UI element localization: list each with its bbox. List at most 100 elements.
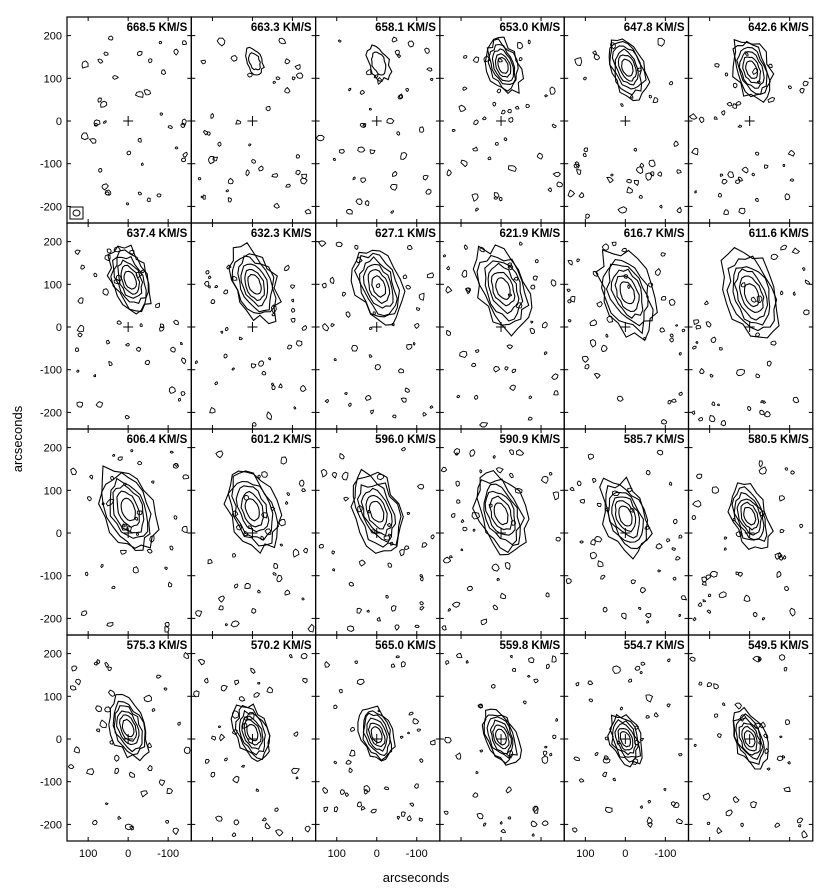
channel-panel: 554.7 KM/S xyxy=(563,634,690,842)
channel-velocity-label: 642.6 KM/S xyxy=(748,22,809,34)
y-tick-label: 200 xyxy=(44,443,62,455)
contour-layer xyxy=(74,244,187,420)
center-cross-icon xyxy=(371,322,382,332)
channel-panel: 647.8 KM/S xyxy=(563,16,690,224)
channel-panel: 570.2 KM/S xyxy=(190,634,317,842)
channel-velocity-label: 559.8 KM/S xyxy=(499,640,560,652)
beam-ellipse xyxy=(72,209,81,217)
panel-frame xyxy=(190,634,317,842)
center-cross-icon xyxy=(744,734,755,744)
y-tick-label: 200 xyxy=(44,31,62,43)
panel-frame xyxy=(66,428,192,636)
center-cross-icon xyxy=(371,116,382,126)
channel-velocity-label: 668.5 KM/S xyxy=(127,22,188,34)
contour-layer xyxy=(567,37,682,219)
panel-frame xyxy=(563,634,690,842)
x-tick-label: 100 xyxy=(576,848,594,860)
channel-panel: 590.9 KM/S xyxy=(439,428,565,636)
channel-panel: 632.3 KM/S xyxy=(190,222,317,430)
panel-frame xyxy=(563,222,690,430)
panel-frame xyxy=(439,16,565,224)
center-cross-icon xyxy=(247,322,258,332)
channel-panel: 616.7 KM/S xyxy=(563,222,690,430)
y-tick-label: -100 xyxy=(40,777,62,789)
y-tick-label: -100 xyxy=(40,571,62,583)
center-cross-icon xyxy=(620,734,631,744)
center-cross-icon xyxy=(496,322,507,332)
panel-frame xyxy=(315,222,441,430)
channel-velocity-label: 570.2 KM/S xyxy=(251,640,312,652)
center-cross-icon xyxy=(371,528,382,538)
channel-panel: 637.4 KM/S xyxy=(66,222,192,430)
y-tick-label: -200 xyxy=(40,201,62,213)
panel-frame xyxy=(66,634,192,842)
y-tick-label: 200 xyxy=(44,237,62,249)
channel-velocity-label: 596.0 KM/S xyxy=(375,434,436,446)
channel-velocity-label: 590.9 KM/S xyxy=(499,434,560,446)
channel-panel: 627.1 KM/S xyxy=(315,222,441,430)
y-tick-label: 200 xyxy=(44,649,62,661)
center-cross-icon xyxy=(247,116,258,126)
y-tick-label: 0 xyxy=(56,734,62,746)
channel-panel: 549.5 KM/S xyxy=(687,634,814,842)
contour-layer xyxy=(691,244,811,427)
contour-layer xyxy=(322,655,436,822)
panel-frame xyxy=(439,222,565,430)
channel-map-grid: 668.5 KM/S 663.3 KM/S 658.1 KM/S 653.0 KM/S… xyxy=(66,16,814,842)
channel-panel: 606.4 KM/S xyxy=(66,428,192,636)
channel-velocity-label: 663.3 KM/S xyxy=(251,22,312,34)
center-cross-icon xyxy=(247,528,258,538)
panel-frame xyxy=(66,222,192,430)
y-tick-label: 100 xyxy=(44,279,62,291)
y-tick-label: 100 xyxy=(44,485,62,497)
channel-panel: 565.0 KM/S xyxy=(315,634,441,842)
x-tick-label: 0 xyxy=(622,848,628,860)
center-cross-icon xyxy=(123,734,134,744)
contour-layer xyxy=(193,653,311,837)
channel-velocity-label: 575.3 KM/S xyxy=(127,640,188,652)
contour-layer xyxy=(195,450,315,633)
panel-frame xyxy=(687,428,814,636)
channel-panel: 585.7 KM/S xyxy=(563,428,690,636)
y-tick-label: 0 xyxy=(56,528,62,540)
y-tick-label: -100 xyxy=(40,159,62,171)
channel-panel: 642.6 KM/S xyxy=(687,16,814,224)
y-axis-label: arcseconds xyxy=(10,405,25,472)
x-tick-label: 100 xyxy=(79,848,97,860)
y-tick-label: 0 xyxy=(56,116,62,128)
center-cross-icon xyxy=(496,734,507,744)
x-tick-label: 100 xyxy=(328,848,346,860)
channel-panel: 658.1 KM/S xyxy=(315,16,441,224)
channel-velocity-label: 611.6 KM/S xyxy=(749,228,809,240)
panel-frame xyxy=(66,16,192,224)
center-cross-icon xyxy=(371,734,382,744)
contour-layer xyxy=(318,446,435,632)
channel-panel: 596.0 KM/S xyxy=(315,428,441,636)
y-tick-label: -200 xyxy=(40,407,62,419)
channel-panel: 601.2 KM/S xyxy=(190,428,317,636)
channel-velocity-label: 606.4 KM/S xyxy=(127,434,188,446)
y-tick-label: -100 xyxy=(40,365,62,377)
channel-panel: 621.9 KM/S xyxy=(439,222,565,430)
channel-velocity-label: 580.5 KM/S xyxy=(748,434,809,446)
channel-velocity-label: 647.8 KM/S xyxy=(624,22,685,34)
contour-layer xyxy=(442,241,559,428)
contour-layer xyxy=(197,37,312,215)
x-tick-label: -100 xyxy=(406,848,428,860)
panel-frame xyxy=(563,428,690,636)
center-cross-icon xyxy=(620,322,631,332)
channel-velocity-label: 554.7 KM/S xyxy=(624,640,685,652)
contour-layer xyxy=(443,652,559,837)
contour-layer xyxy=(318,240,435,419)
center-cross-icon xyxy=(247,734,258,744)
channel-velocity-label: 549.5 KM/S xyxy=(748,640,809,652)
x-tick-label: -100 xyxy=(654,848,676,860)
y-tick-label: 100 xyxy=(44,73,62,85)
channel-velocity-label: 621.9 KM/S xyxy=(499,228,560,240)
x-tick-label: 0 xyxy=(125,848,131,860)
channel-velocity-label: 658.1 KM/S xyxy=(375,22,436,34)
panel-frame xyxy=(687,634,814,842)
channel-velocity-label: 585.7 KM/S xyxy=(624,434,685,446)
contour-layer xyxy=(689,654,808,839)
